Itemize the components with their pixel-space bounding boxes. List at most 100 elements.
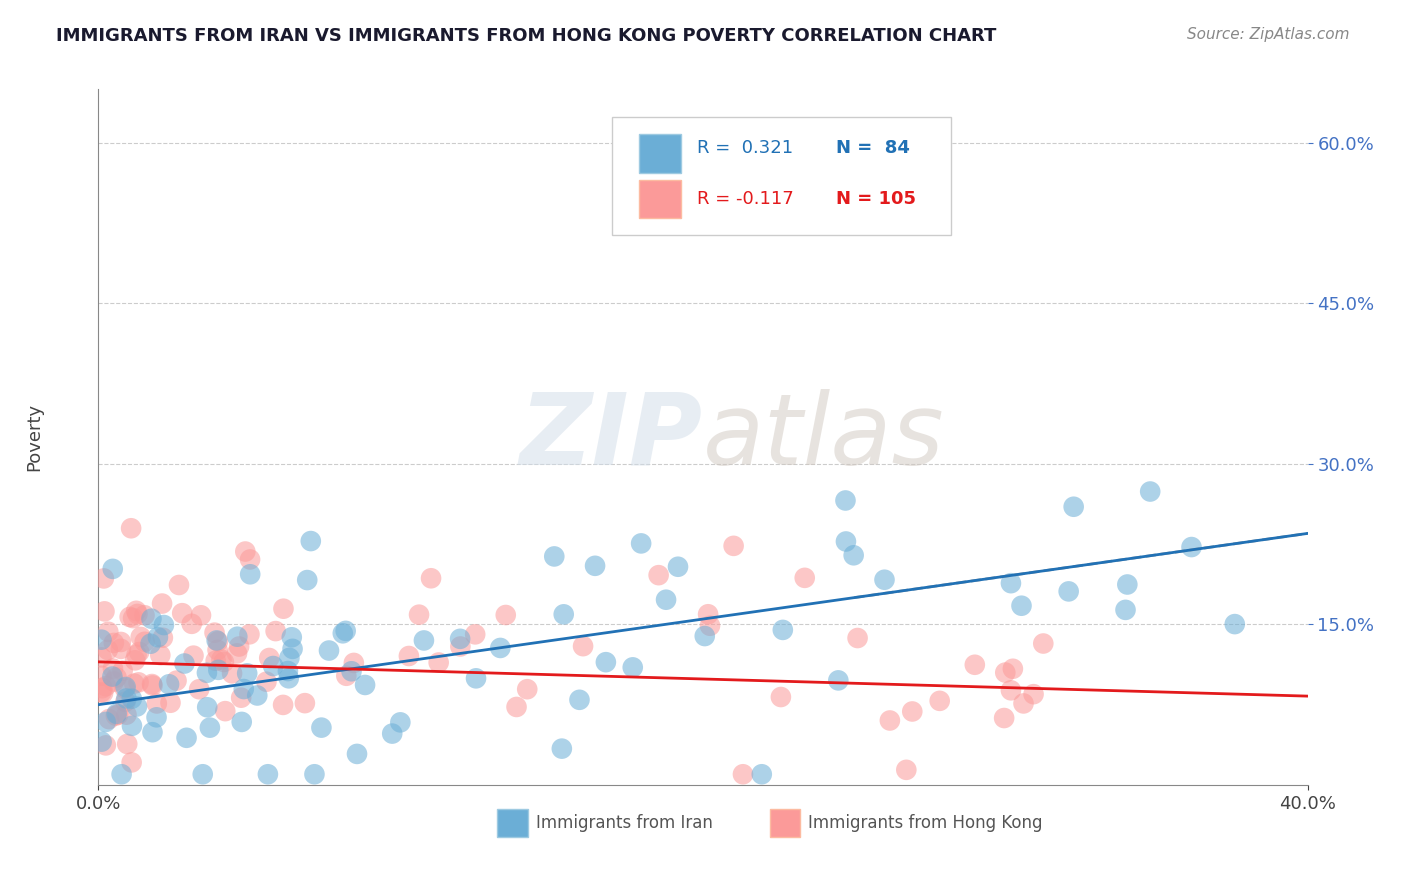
Point — [207, 634, 229, 648]
Point — [91, 686, 114, 700]
Point — [90, 669, 112, 683]
Point — [264, 624, 287, 639]
Point — [125, 699, 148, 714]
Point — [666, 559, 689, 574]
Text: Source: ZipAtlas.com: Source: ZipAtlas.com — [1187, 27, 1350, 42]
Point — [103, 674, 125, 689]
Point — [149, 648, 172, 662]
Point — [212, 655, 235, 669]
Point — [281, 630, 304, 644]
Point — [420, 571, 443, 585]
Point — [1180, 540, 1202, 554]
Point — [139, 637, 162, 651]
Point — [256, 674, 278, 689]
Point — [834, 493, 856, 508]
Point — [97, 624, 120, 639]
Point — [93, 571, 115, 585]
Point — [166, 673, 188, 688]
Point — [842, 549, 865, 563]
Point — [110, 767, 132, 781]
Y-axis label: Poverty: Poverty — [25, 403, 42, 471]
Point — [928, 694, 950, 708]
Point — [299, 534, 322, 549]
Point — [115, 707, 138, 722]
Text: N = 105: N = 105 — [837, 190, 915, 208]
Point — [150, 597, 173, 611]
Point — [311, 721, 333, 735]
Point — [297, 573, 319, 587]
Point — [115, 691, 138, 706]
Point — [413, 633, 436, 648]
Point — [257, 767, 280, 781]
Point — [1012, 697, 1035, 711]
Point — [731, 767, 754, 781]
Point — [146, 697, 169, 711]
Point — [204, 625, 226, 640]
Point — [90, 685, 112, 699]
Point — [277, 671, 299, 685]
Point — [239, 567, 262, 582]
Point — [114, 695, 136, 709]
Point — [228, 640, 250, 654]
Point — [172, 606, 194, 620]
Point — [381, 726, 404, 740]
Point — [699, 619, 721, 633]
Point — [793, 571, 815, 585]
Point — [152, 631, 174, 645]
Point — [1063, 500, 1085, 514]
Point — [340, 665, 363, 679]
Point — [236, 666, 259, 681]
Text: IMMIGRANTS FROM IRAN VS IMMIGRANTS FROM HONG KONG POVERTY CORRELATION CHART: IMMIGRANTS FROM IRAN VS IMMIGRANTS FROM … — [56, 27, 997, 45]
Point — [553, 607, 575, 622]
Point — [114, 680, 136, 694]
Point — [120, 521, 142, 535]
Point — [97, 643, 120, 657]
Point — [294, 696, 316, 710]
Point — [1115, 603, 1137, 617]
Point — [122, 611, 145, 625]
Point — [723, 539, 745, 553]
Point — [846, 631, 869, 645]
Point — [128, 645, 150, 659]
Point — [124, 653, 146, 667]
Text: R =  0.321: R = 0.321 — [697, 139, 793, 157]
Point — [205, 633, 228, 648]
Text: Immigrants from Iran: Immigrants from Iran — [536, 814, 713, 832]
Point — [277, 664, 299, 678]
Point — [568, 693, 591, 707]
Point — [271, 698, 294, 712]
Text: atlas: atlas — [703, 389, 945, 485]
Text: Immigrants from Hong Kong: Immigrants from Hong Kong — [808, 814, 1043, 832]
Point — [127, 607, 149, 621]
Point — [146, 630, 169, 644]
Point — [231, 714, 253, 729]
Point — [134, 634, 156, 648]
Point — [465, 671, 488, 685]
Point — [495, 607, 517, 622]
Point — [195, 700, 218, 714]
Point — [259, 651, 281, 665]
Point — [233, 544, 256, 558]
Bar — [769, 809, 800, 837]
Point — [118, 610, 141, 624]
Point — [122, 676, 145, 690]
Point — [121, 691, 143, 706]
Text: ZIP: ZIP — [520, 389, 703, 485]
Point — [103, 636, 125, 650]
Point — [94, 714, 117, 729]
Point — [1001, 662, 1024, 676]
Point — [1223, 617, 1246, 632]
Point — [183, 648, 205, 663]
Point — [751, 767, 773, 781]
Point — [94, 679, 117, 693]
Point — [190, 608, 212, 623]
Point — [543, 549, 565, 564]
Point — [125, 648, 148, 662]
Point — [304, 767, 326, 781]
Point — [464, 627, 486, 641]
Point — [101, 662, 124, 676]
Point — [551, 741, 574, 756]
Point — [697, 607, 720, 622]
Point — [335, 669, 357, 683]
Point — [231, 690, 253, 705]
